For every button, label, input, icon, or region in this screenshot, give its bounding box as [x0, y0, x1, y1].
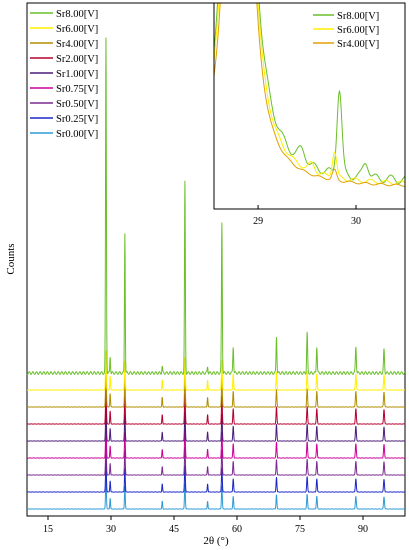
- inset-legend-label: Sr6.00[V]: [337, 25, 379, 36]
- inset-legend-label: Sr4.00[V]: [337, 39, 379, 50]
- series-line-sr2-00-v-: [26, 386, 406, 425]
- inset-legend: Sr8.00[V] Sr6.00[V] Sr4.00[V]: [313, 11, 379, 50]
- inset-legend-label: Sr8.00[V]: [337, 11, 379, 22]
- series-line-sr8-00-v-: [26, 37, 406, 375]
- x-tick-label: 75: [295, 524, 305, 535]
- x-tick-label: 90: [358, 524, 368, 535]
- legend-label: Sr0.75[V]: [56, 84, 98, 95]
- legend-label: Sr0.00[V]: [56, 129, 98, 140]
- series-line-sr0-00-v-: [26, 477, 406, 510]
- y-axis-label: Counts: [5, 243, 17, 274]
- main-traces: [26, 37, 406, 510]
- x-tick-label: 30: [106, 524, 116, 535]
- inset-x-tick-label: 30: [351, 216, 361, 227]
- x-axis-label: 2θ (°): [203, 535, 229, 547]
- inset-frame: [213, 2, 406, 210]
- series-line-sr0-50-v-: [26, 441, 406, 476]
- legend-label: Sr2.00[V]: [56, 54, 98, 65]
- inset-traces: [214, 3, 405, 187]
- legend-label: Sr0.50[V]: [56, 99, 98, 110]
- series-line-sr6-00-v-: [26, 350, 406, 391]
- legend-label: Sr0.25[V]: [56, 114, 98, 125]
- series-line-sr0-75-v-: [26, 423, 406, 459]
- series-line-sr1-00-v-: [26, 404, 406, 442]
- legend-label: Sr4.00[V]: [56, 39, 98, 50]
- legend-label: Sr6.00[V]: [56, 24, 98, 35]
- inset-x-axis-ticks: 29 30: [253, 205, 361, 227]
- series-line-sr4-00-v-: [26, 368, 406, 408]
- main-legend: Sr8.00[V] Sr6.00[V] Sr4.00[V] Sr2.00[V] Sr1.…: [30, 9, 98, 140]
- series-line-sr0-25-v-: [27, 459, 406, 493]
- inset-series-line-sr6-00-v-: [214, 3, 405, 186]
- main-x-axis-ticks: 15 30 45 60 75 90: [43, 516, 368, 535]
- x-tick-label: 60: [232, 524, 242, 535]
- inset-x-tick-label: 29: [253, 216, 263, 227]
- inset-series-line-sr4-00-v-: [214, 3, 405, 187]
- legend-label: Sr1.00[V]: [56, 69, 98, 80]
- legend-label: Sr8.00[V]: [56, 9, 98, 20]
- inset-series-line-sr8-00-v-: [214, 3, 405, 184]
- x-tick-label: 15: [43, 524, 53, 535]
- x-tick-label: 45: [169, 524, 179, 535]
